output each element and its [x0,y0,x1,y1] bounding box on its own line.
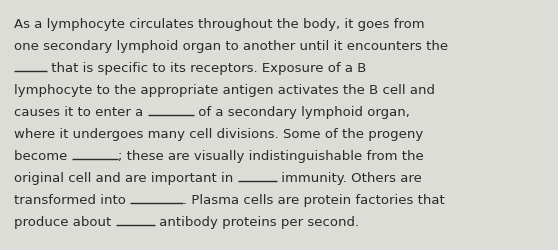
Text: that is specific to its receptors. Exposure of a B: that is specific to its receptors. Expos… [47,62,367,75]
Text: lymphocyte to the appropriate antigen activates the B cell and: lymphocyte to the appropriate antigen ac… [14,84,435,96]
Text: ; these are visually indistinguishable from the: ; these are visually indistinguishable f… [118,150,424,162]
Text: ________: ________ [130,193,183,206]
Text: antibody proteins per second.: antibody proteins per second. [155,215,359,228]
Text: transformed into: transformed into [14,193,130,206]
Text: one secondary lymphoid organ to another until it encounters the: one secondary lymphoid organ to another … [14,40,448,53]
Text: ______: ______ [116,215,155,228]
Text: _______: _______ [71,150,118,162]
Text: immunity. Others are: immunity. Others are [277,171,422,184]
Text: become: become [14,150,71,162]
Text: . Plasma cells are protein factories that: . Plasma cells are protein factories tha… [183,193,445,206]
Text: produce about: produce about [14,215,116,228]
Text: _______: _______ [147,106,194,118]
Text: where it undergoes many cell divisions. Some of the progeny: where it undergoes many cell divisions. … [14,128,424,140]
Text: _____: _____ [14,62,47,75]
Text: of a secondary lymphoid organ,: of a secondary lymphoid organ, [194,106,410,118]
Text: causes it to enter a: causes it to enter a [14,106,147,118]
Text: ______: ______ [238,171,277,184]
Text: As a lymphocyte circulates throughout the body, it goes from: As a lymphocyte circulates throughout th… [14,18,425,31]
Text: original cell and are important in: original cell and are important in [14,171,238,184]
